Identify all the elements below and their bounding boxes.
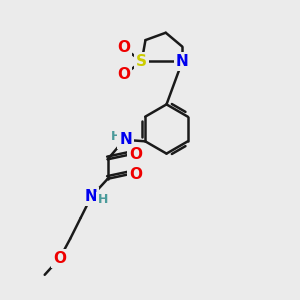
Text: H: H — [111, 130, 121, 143]
Text: O: O — [117, 40, 130, 56]
Text: S: S — [136, 54, 147, 69]
Text: O: O — [129, 147, 142, 162]
Text: O: O — [129, 167, 142, 182]
Text: N: N — [119, 132, 132, 147]
Text: N: N — [85, 189, 98, 204]
Text: N: N — [176, 54, 189, 69]
Text: O: O — [117, 68, 130, 82]
Text: O: O — [53, 251, 66, 266]
Text: H: H — [98, 193, 108, 206]
